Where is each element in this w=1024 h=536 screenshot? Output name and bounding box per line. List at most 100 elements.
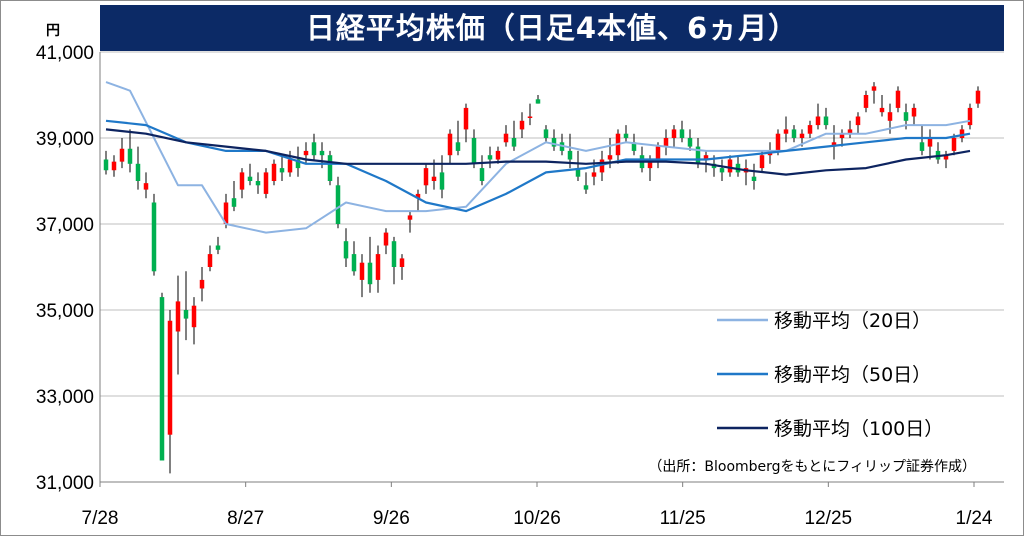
- candle-body: [807, 125, 813, 134]
- candle-body: [135, 163, 141, 181]
- candle: [575, 150, 581, 181]
- candle-body: [575, 168, 581, 177]
- x-tick-label: 8/27: [227, 508, 264, 529]
- candle-body: [495, 150, 501, 160]
- y-axis-unit: 円: [46, 23, 60, 39]
- candle-body: [791, 129, 797, 138]
- candle-body: [151, 202, 157, 272]
- candle: [455, 120, 461, 156]
- candle: [975, 86, 981, 108]
- y-tick-label: 37,000: [36, 215, 94, 236]
- candle-body: [279, 168, 285, 173]
- candle: [863, 90, 869, 113]
- candle: [935, 142, 941, 164]
- candle-body: [567, 150, 573, 160]
- candle-body: [127, 148, 133, 164]
- candle: [215, 236, 221, 255]
- candle-body: [927, 138, 933, 147]
- y-tick-label: 35,000: [36, 301, 94, 322]
- candle-body: [967, 107, 973, 126]
- candle-body: [287, 159, 293, 173]
- candle: [343, 228, 349, 267]
- candle: [119, 138, 125, 169]
- candle-body: [975, 90, 981, 104]
- candle-body: [255, 181, 261, 186]
- candle: [831, 125, 837, 160]
- candle-body: [687, 138, 693, 147]
- candle-body: [511, 138, 517, 147]
- candle-body: [911, 107, 917, 117]
- candle-body: [847, 129, 853, 134]
- x-tick-label: 11/25: [660, 508, 706, 529]
- candle-body: [783, 129, 789, 134]
- candle-body: [919, 142, 925, 151]
- candle: [151, 193, 157, 276]
- candle: [527, 103, 533, 126]
- candle-body: [183, 310, 189, 319]
- candle-body: [815, 116, 821, 126]
- candle-body: [871, 86, 877, 91]
- candle-body: [415, 193, 421, 199]
- candle-body: [695, 146, 701, 164]
- candle-body: [703, 155, 709, 160]
- candle: [719, 159, 725, 181]
- candle-body: [311, 142, 317, 156]
- candle: [943, 150, 949, 169]
- candle-body: [351, 254, 357, 272]
- candle-body: [343, 241, 349, 259]
- ma-line-2: [105, 128, 971, 176]
- candles: [103, 82, 981, 474]
- x-tick-label: 1/24: [956, 508, 993, 529]
- candle: [447, 129, 453, 164]
- candle: [367, 236, 373, 293]
- candle: [487, 146, 493, 169]
- candle-body: [487, 155, 493, 160]
- candle: [359, 254, 365, 298]
- candle-body: [271, 163, 277, 181]
- candle: [279, 155, 285, 181]
- candle: [671, 125, 677, 147]
- candle-body: [375, 254, 381, 280]
- candle: [471, 129, 477, 169]
- candle: [247, 163, 253, 186]
- candle: [231, 181, 237, 212]
- candle-body: [855, 116, 861, 126]
- candle-body: [263, 172, 269, 194]
- candle-body: [207, 254, 213, 267]
- candle: [127, 129, 133, 173]
- candle-body: [439, 172, 445, 190]
- candle-body: [239, 172, 245, 190]
- y-tick-label: 41,000: [36, 43, 94, 64]
- candle-body: [551, 138, 557, 147]
- candle-body: [175, 301, 181, 332]
- candle: [895, 86, 901, 113]
- candle-body: [159, 297, 165, 461]
- candle: [807, 120, 813, 138]
- x-axis-ticks: 7/28 8/27 9/26 10/26 11/25 12/25 1/24: [82, 482, 993, 529]
- candle: [879, 95, 885, 117]
- candle-body: [447, 133, 453, 156]
- candle-body: [247, 176, 253, 181]
- candle-body: [295, 159, 301, 169]
- candle: [927, 129, 933, 160]
- candle: [791, 125, 797, 143]
- candle-body: [663, 138, 669, 147]
- candle-body: [359, 262, 365, 280]
- candle: [183, 271, 189, 341]
- candle: [919, 125, 925, 156]
- x-tick-label: 10/26: [513, 508, 561, 529]
- candle-body: [407, 215, 413, 220]
- candle: [855, 112, 861, 134]
- candle: [911, 103, 917, 126]
- candle: [871, 82, 877, 104]
- candle-body: [479, 168, 485, 181]
- candle: [311, 133, 317, 160]
- candle: [383, 228, 389, 255]
- candle: [191, 297, 197, 345]
- candle-body: [951, 138, 957, 151]
- candle: [663, 129, 669, 156]
- candle-body: [191, 305, 197, 328]
- chart-title: 日経平均株価（日足4本値、6ヵ月）: [100, 5, 1004, 51]
- candle: [199, 267, 205, 302]
- legend-label: 移動平均（100日）: [774, 418, 943, 440]
